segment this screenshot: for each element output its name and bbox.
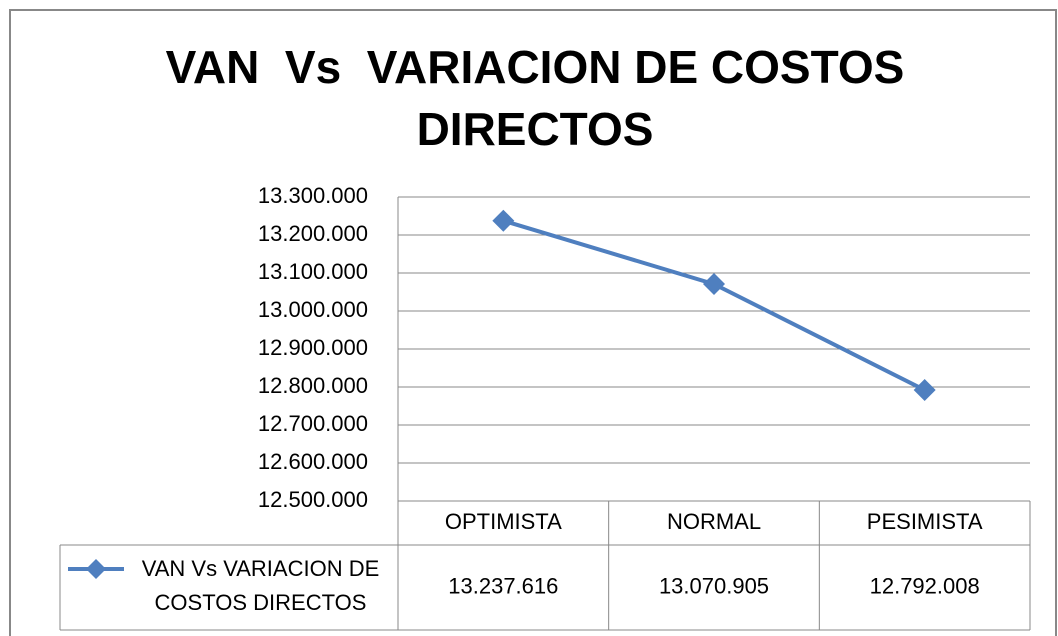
x-tick-label: OPTIMISTA <box>445 509 562 534</box>
y-tick-label: 13.000.000 <box>258 297 368 322</box>
y-tick-label: 13.200.000 <box>258 221 368 246</box>
y-tick-label: 13.100.000 <box>258 259 368 284</box>
chart-border <box>9 9 1057 636</box>
y-tick-label: 12.500.000 <box>258 487 368 512</box>
data-table-value: 12.792.008 <box>870 573 980 598</box>
data-table-value: 13.070.905 <box>659 573 769 598</box>
marker <box>492 209 515 232</box>
data-table-value: 13.237.616 <box>448 573 558 598</box>
y-tick-label: 12.700.000 <box>258 411 368 436</box>
marker <box>913 379 936 402</box>
x-tick-label: NORMAL <box>667 509 761 534</box>
y-tick-label: 12.900.000 <box>258 335 368 360</box>
series-line <box>502 218 926 392</box>
legend-label: VAN Vs VARIACION DE COSTOS DIRECTOS <box>141 556 380 615</box>
chart-title: VAN Vs VARIACION DE COSTOS DIRECTOS <box>165 41 918 155</box>
y-tick-label: 12.800.000 <box>258 373 368 398</box>
legend-marker <box>86 559 106 579</box>
y-tick-label: 13.300.000 <box>258 183 368 208</box>
x-tick-label: PESIMISTA <box>867 509 983 534</box>
marker <box>703 273 725 296</box>
y-tick-label: 12.600.000 <box>258 449 368 474</box>
